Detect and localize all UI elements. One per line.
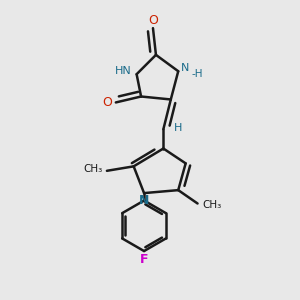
Text: N: N — [139, 194, 149, 207]
Text: CH₃: CH₃ — [83, 164, 102, 174]
Text: N: N — [181, 63, 189, 73]
Text: F: F — [140, 254, 148, 266]
Text: O: O — [103, 96, 112, 109]
Text: -H: -H — [192, 69, 203, 79]
Text: HN: HN — [115, 66, 131, 76]
Text: CH₃: CH₃ — [202, 200, 221, 210]
Text: H: H — [174, 123, 182, 133]
Text: O: O — [148, 14, 158, 27]
